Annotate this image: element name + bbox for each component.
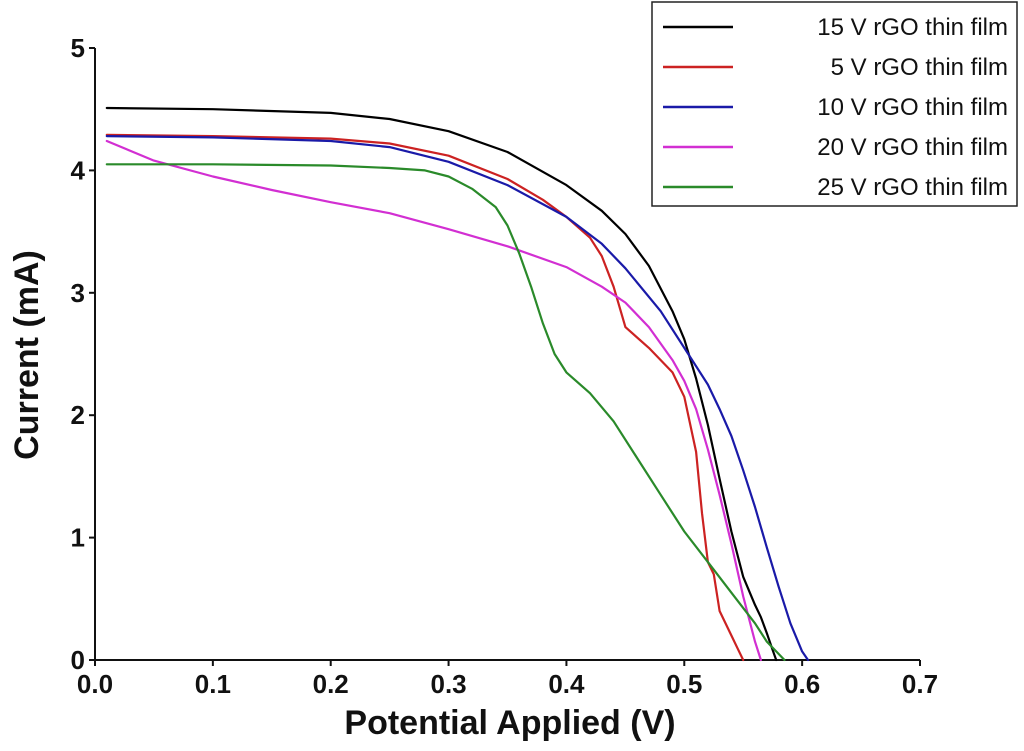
y-axis-title: Current (mA) xyxy=(8,250,46,460)
legend-label-15-v-rgo-thin-film: 15 V rGO thin film xyxy=(817,14,1008,41)
x-ticks: 0.0 0.1 0.2 0.3 0.4 0.5 0.6 0.7 xyxy=(77,660,938,699)
x-axis-title: Potential Applied (V) xyxy=(344,704,675,742)
axes xyxy=(94,48,920,661)
legend: 15 V rGO thin film 5 V rGO thin film 10 V … xyxy=(651,1,1018,207)
x-tick-label: 0.4 xyxy=(548,669,585,699)
legend-box xyxy=(651,1,1018,207)
y-tick-label: 3 xyxy=(71,278,85,308)
legend-label-5-v-rgo-thin-film: 5 V rGO thin film xyxy=(831,54,1008,81)
y-ticks: 0 1 2 3 4 5 xyxy=(71,33,95,675)
x-tick-label: 0.1 xyxy=(195,669,231,699)
series-line-20-v-rgo-thin-film xyxy=(105,139,763,662)
series-line-15-v-rgo-thin-film xyxy=(105,106,778,662)
y-tick-label: 0 xyxy=(71,645,85,675)
y-tick-label: 5 xyxy=(71,33,85,63)
x-tick-label: 0.6 xyxy=(784,669,820,699)
x-tick-label: 0.2 xyxy=(313,669,349,699)
series-line-5-v-rgo-thin-film xyxy=(105,133,745,662)
x-tick-label: 0.0 xyxy=(77,669,113,699)
y-tick-label: 1 xyxy=(71,523,85,553)
legend-label-25-v-rgo-thin-film: 25 V rGO thin film xyxy=(817,174,1008,201)
x-tick-label: 0.5 xyxy=(666,669,702,699)
series-line-10-v-rgo-thin-film xyxy=(105,135,810,662)
x-tick-label: 0.3 xyxy=(430,669,466,699)
legend-label-10-v-rgo-thin-film: 10 V rGO thin film xyxy=(817,94,1008,121)
y-tick-label: 4 xyxy=(71,155,86,185)
series-lines xyxy=(105,106,810,662)
legend-label-20-v-rgo-thin-film: 20 V rGO thin film xyxy=(817,134,1008,161)
y-tick-label: 2 xyxy=(71,400,85,430)
series-line-25-v-rgo-thin-film xyxy=(105,163,786,662)
x-tick-label: 0.7 xyxy=(902,669,938,699)
